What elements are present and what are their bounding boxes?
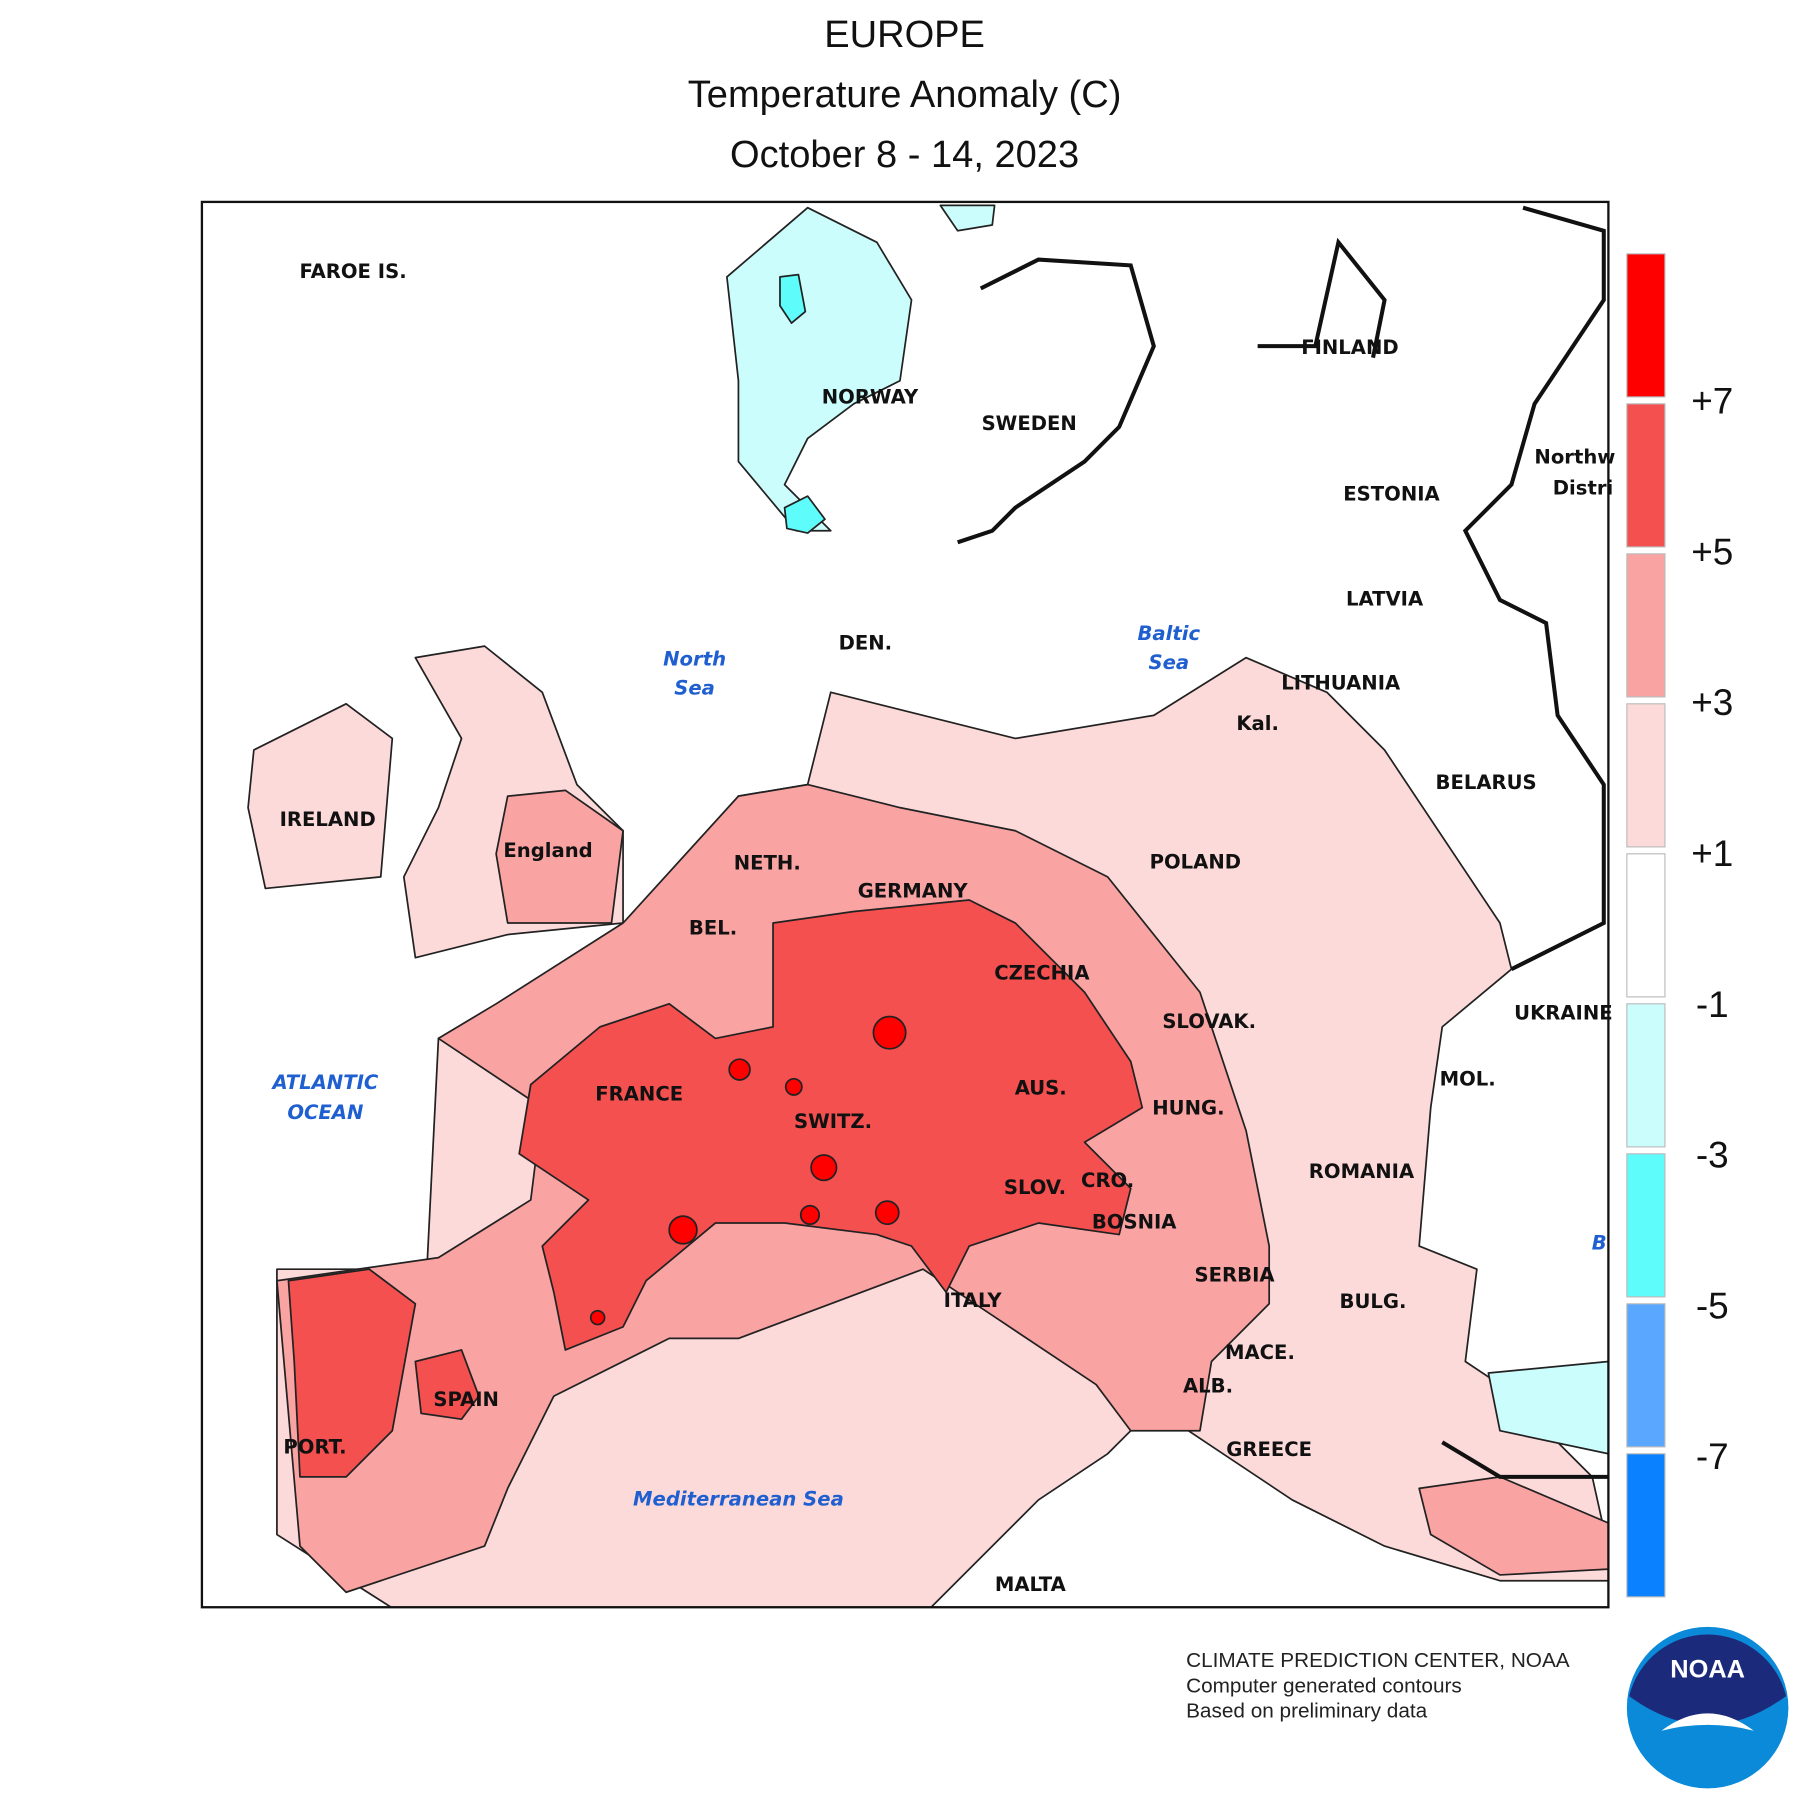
- legend-label: +1: [1691, 833, 1733, 874]
- legend-label: -1: [1696, 984, 1729, 1025]
- country-label: IRELAND: [280, 808, 376, 831]
- country-label: DEN.: [839, 631, 893, 654]
- country-label: AUS.: [1015, 1077, 1067, 1100]
- country-label: ESTONIA: [1343, 482, 1440, 505]
- legend-label: -3: [1696, 1135, 1729, 1176]
- country-label: SPAIN: [433, 1388, 499, 1411]
- country-label: LATVIA: [1346, 587, 1424, 610]
- spot: [728, 1058, 751, 1081]
- anomaly-zones: [247, 204, 1609, 1608]
- sea-label: B: [1592, 1231, 1607, 1254]
- noaa-logo: [1626, 1626, 1789, 1789]
- legend-swatch: [1626, 403, 1666, 548]
- zone-plus1: [247, 702, 394, 890]
- zone-minus3: [783, 495, 826, 534]
- country-label: BULG.: [1340, 1290, 1407, 1313]
- legend-swatch: [1626, 253, 1666, 398]
- legend-label: -7: [1696, 1436, 1729, 1477]
- country-label: MACE.: [1225, 1341, 1295, 1364]
- legend-swatch: [1626, 853, 1666, 998]
- spot: [810, 1154, 838, 1182]
- zone-minus1: [726, 206, 913, 532]
- country-label: SLOV.: [1004, 1176, 1066, 1199]
- country-label: Kal.: [1236, 712, 1279, 735]
- legend-swatch: [1626, 1003, 1666, 1148]
- sea-label: Sea: [674, 676, 715, 699]
- map-labels: FAROE IS. NORWAY SWEDEN FINLAND ESTONIA LATVI…: [270, 260, 1615, 1596]
- sea-label: OCEAN: [287, 1101, 363, 1124]
- country-label: SWEDEN: [982, 412, 1077, 435]
- country-label: FRANCE: [595, 1082, 683, 1105]
- country-label: PORT.: [283, 1436, 346, 1459]
- country-label: UKRAINE: [1514, 1002, 1613, 1025]
- country-label: England: [503, 839, 592, 862]
- sea-label: Baltic: [1137, 622, 1200, 645]
- country-label: GREECE: [1226, 1438, 1312, 1461]
- zone-plus5: [287, 1268, 417, 1478]
- country-label: GERMANY: [858, 879, 969, 902]
- country-label: FAROE IS.: [299, 260, 406, 283]
- credit: Based on preliminary data: [1186, 1700, 1428, 1723]
- legend: +7 +5 +3 +1 -1 -3 -5 -7: [1626, 253, 1733, 1598]
- logo-top: [1629, 1634, 1787, 1725]
- country-label: ALB.: [1183, 1374, 1233, 1397]
- title: Temperature Anomaly (C): [688, 74, 1122, 116]
- country-label: SERBIA: [1195, 1264, 1276, 1287]
- zone-minus3: [779, 273, 807, 324]
- country-label: CZECHIA: [994, 961, 1090, 984]
- legend-swatch: [1626, 1303, 1666, 1448]
- credit: CLIMATE PREDICTION CENTER, NOAA: [1186, 1649, 1570, 1672]
- sea-label: Mediterranean Sea: [633, 1487, 844, 1510]
- country-label: LITHUANIA: [1281, 672, 1401, 695]
- country-label: SLOVAK.: [1162, 1010, 1256, 1033]
- country-label: FINLAND: [1301, 336, 1398, 359]
- spot: [589, 1309, 606, 1326]
- country-label: HUNG.: [1152, 1096, 1224, 1119]
- zone-plus7: [589, 1015, 907, 1326]
- legend-swatch: [1626, 703, 1666, 848]
- country-label: SWITZ.: [794, 1110, 872, 1133]
- spot: [784, 1077, 803, 1096]
- country-label: Distri: [1553, 477, 1613, 500]
- zone-minus1: [939, 204, 996, 232]
- legend-label: +7: [1691, 381, 1733, 422]
- sea-label: Sea: [1148, 651, 1189, 674]
- legend-swatch: [1626, 1153, 1666, 1298]
- spot: [874, 1200, 900, 1226]
- spot: [799, 1204, 821, 1226]
- legend-label: +3: [1691, 682, 1733, 723]
- title: EUROPE: [824, 14, 985, 56]
- country-label: NETH.: [734, 852, 801, 875]
- country-label: NORWAY: [822, 386, 919, 409]
- zero-contour: [957, 205, 1609, 1479]
- map-root: +7 +5 +3 +1 -1 -3 -5 -7 FAROE IS. NORWAY SWEDEN FI…: [200, 14, 1789, 1789]
- legend-swatch: [1626, 1453, 1666, 1598]
- map-frame: [200, 200, 1610, 1609]
- country-label: BELARUS: [1436, 771, 1537, 794]
- sea-label: North: [663, 647, 726, 670]
- country-label: MALTA: [995, 1573, 1067, 1596]
- country-label: Northw: [1534, 446, 1615, 469]
- zone-plus3: [495, 789, 624, 924]
- credit: Computer generated contours: [1186, 1674, 1462, 1697]
- country-label: MOL.: [1440, 1067, 1496, 1090]
- spot: [668, 1215, 698, 1245]
- legend-swatch: [1626, 553, 1666, 698]
- country-label: BEL.: [689, 916, 737, 939]
- country-label: CRO.: [1081, 1169, 1134, 1192]
- logo-bird: [1661, 1713, 1754, 1731]
- title: October 8 - 14, 2023: [730, 134, 1079, 176]
- country-label: BOSNIA: [1092, 1211, 1177, 1234]
- legend-label: +5: [1691, 531, 1733, 572]
- spot: [872, 1015, 907, 1050]
- zone-minus1: [1487, 1360, 1609, 1455]
- country-label: ROMANIA: [1309, 1160, 1415, 1183]
- country-label: ITALY: [944, 1289, 1003, 1312]
- country-label: POLAND: [1150, 851, 1241, 874]
- legend-label: -5: [1696, 1285, 1729, 1326]
- logo-text: NOAA: [1670, 1655, 1745, 1683]
- sea-label: ATLANTIC: [270, 1071, 378, 1094]
- zone-plus5: [414, 1349, 480, 1421]
